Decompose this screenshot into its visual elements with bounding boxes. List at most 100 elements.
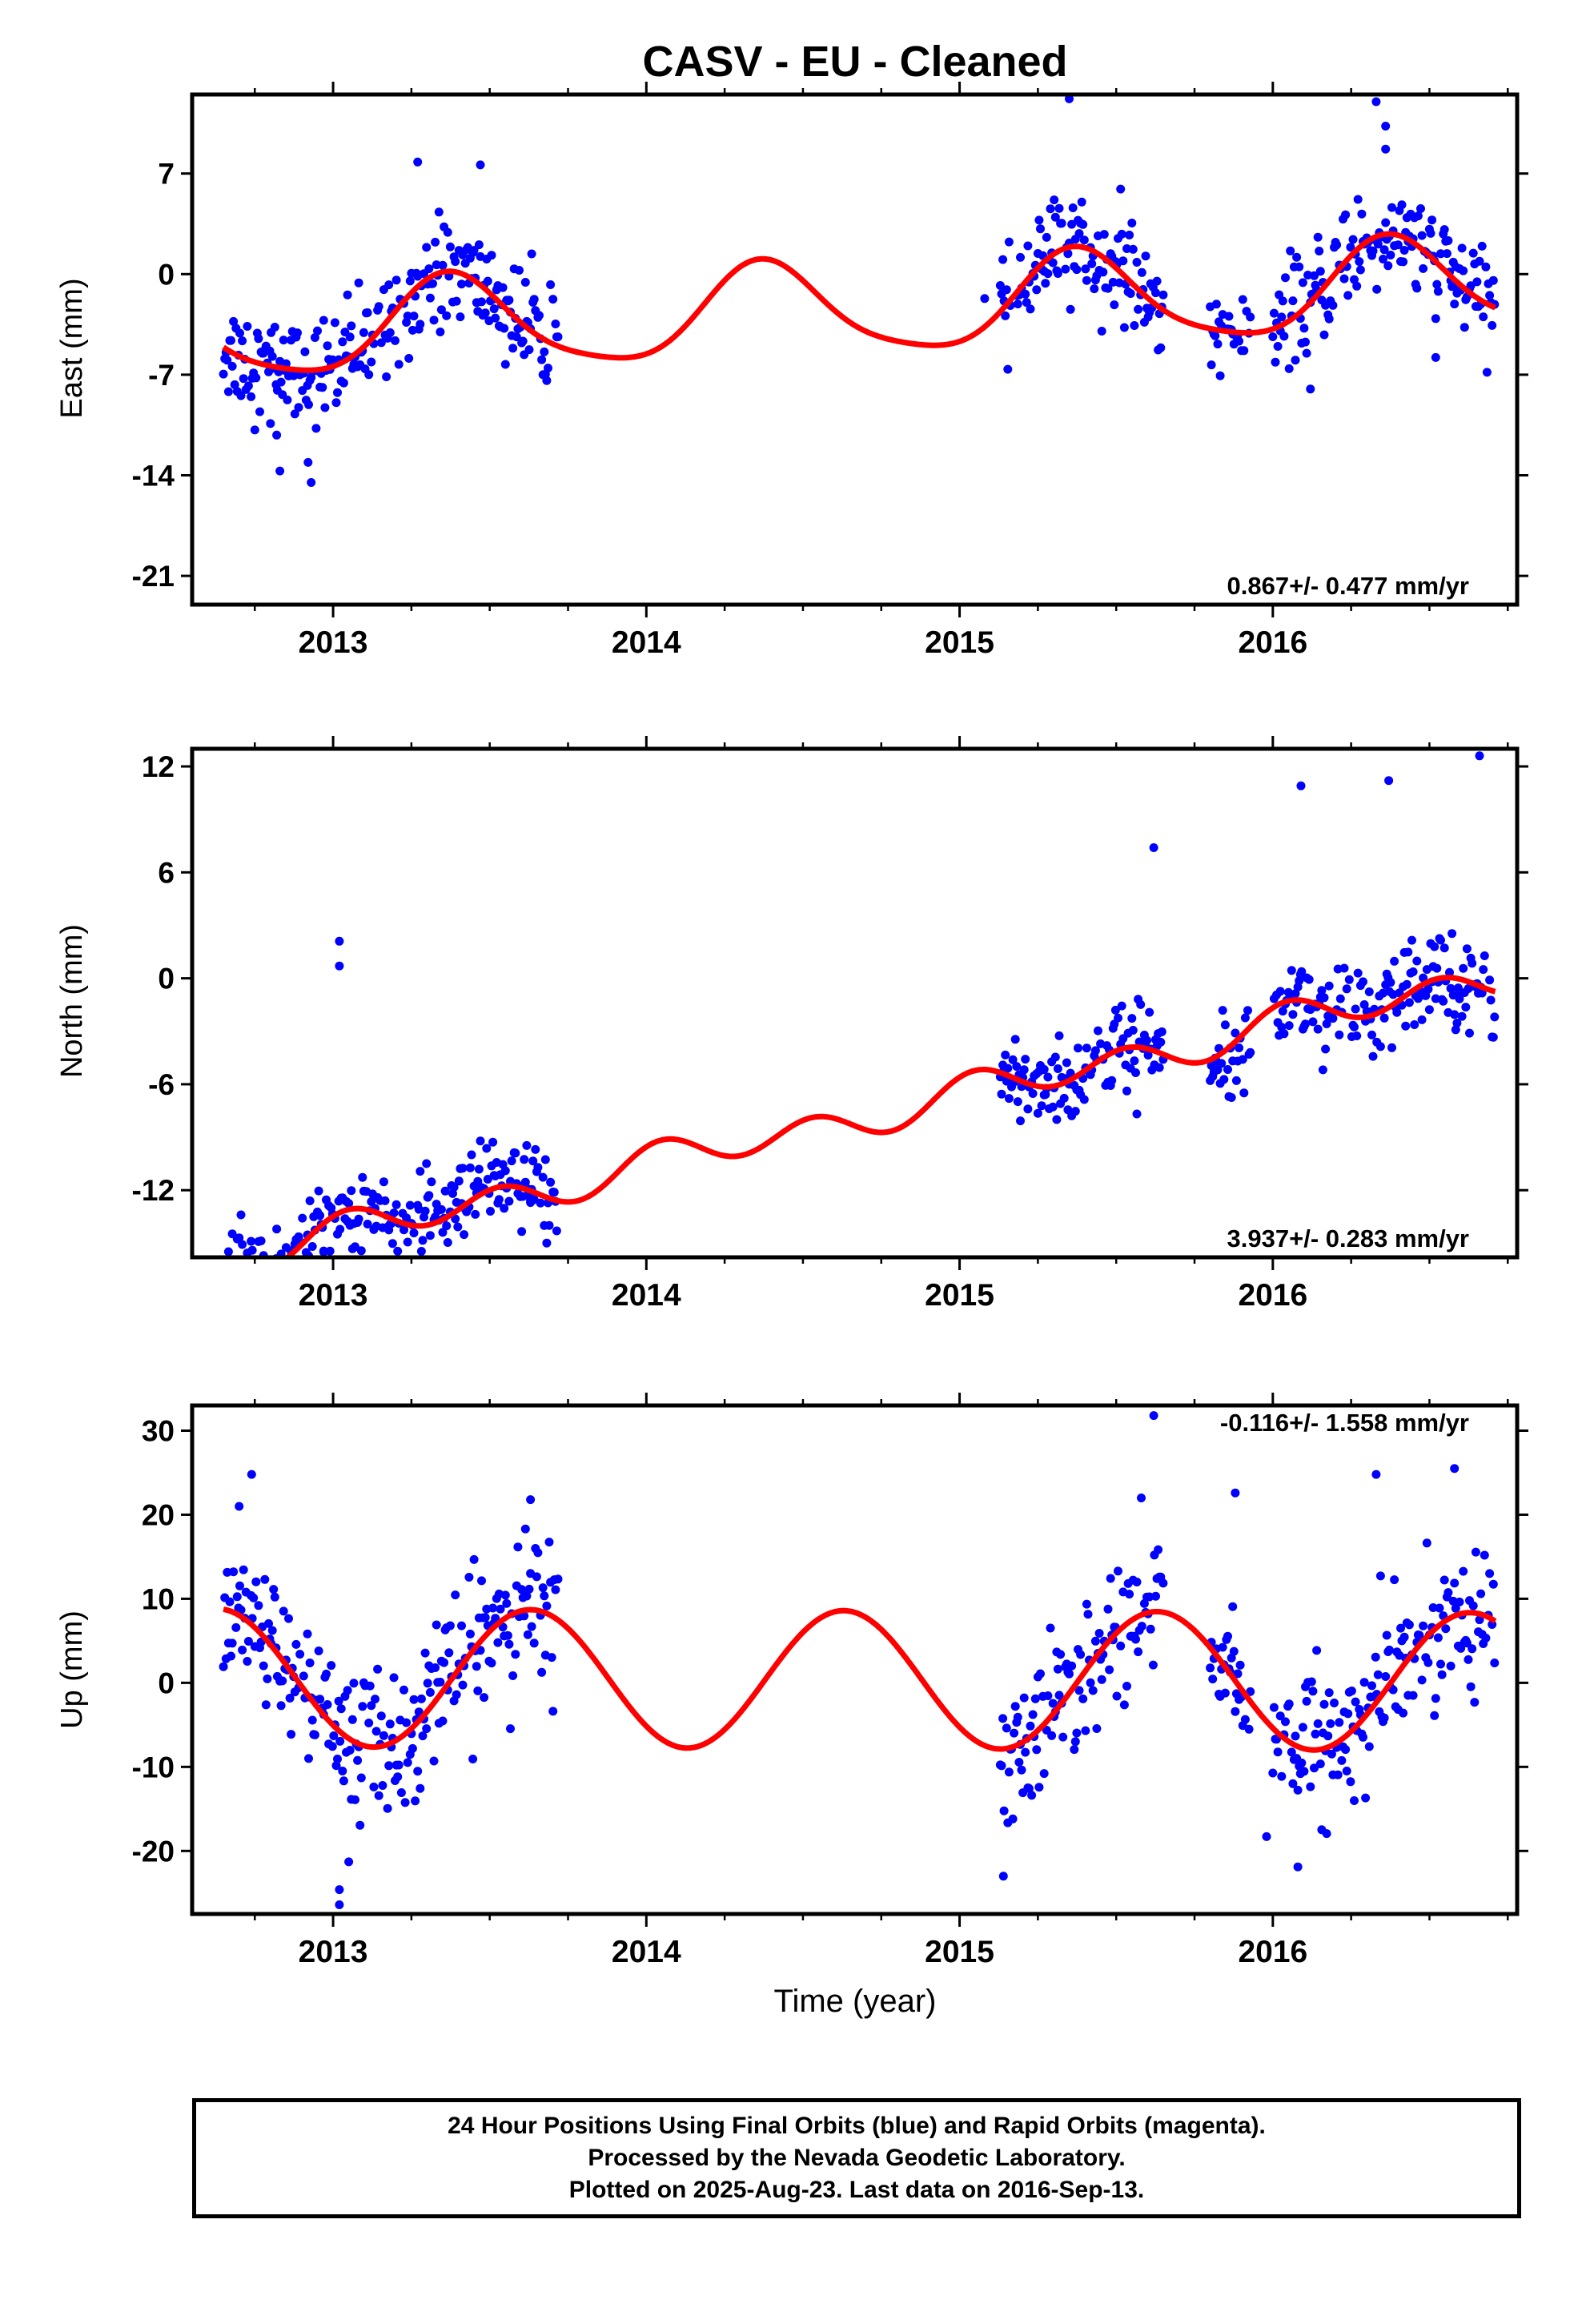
- north-data-point: [256, 1236, 266, 1245]
- up-data-point: [1381, 1672, 1391, 1681]
- east-data-point: [527, 249, 536, 259]
- up-data-point: [513, 1542, 523, 1552]
- north-data-point: [1157, 1027, 1166, 1036]
- up-data-point: [1032, 1745, 1042, 1755]
- north-data-point: [1131, 1068, 1140, 1077]
- up-outlier-point: [335, 1885, 344, 1895]
- north-data-point: [1412, 956, 1422, 966]
- north-data-point: [307, 1258, 315, 1267]
- east-data-point: [1284, 364, 1294, 373]
- up-data-point: [267, 1626, 277, 1635]
- north-data-point: [275, 1281, 284, 1290]
- north-data-point: [1439, 943, 1449, 953]
- east-data-point: [524, 345, 534, 355]
- up-data-point: [229, 1567, 239, 1577]
- up-ylabel: Up (mm): [55, 1610, 89, 1729]
- north-outlier-point: [1296, 781, 1306, 790]
- up-data-point: [445, 1621, 455, 1630]
- north-data-point: [1304, 975, 1314, 984]
- east-data-point: [1118, 256, 1128, 266]
- north-data-point: [1284, 1021, 1294, 1031]
- north-data-point: [486, 1207, 495, 1216]
- east-data-point: [1450, 300, 1460, 309]
- up-data-point: [270, 1592, 279, 1602]
- east-data-point: [1036, 224, 1045, 234]
- north-data-point: [1424, 1005, 1434, 1015]
- east-data-point: [452, 296, 461, 306]
- up-data-point: [1119, 1700, 1129, 1710]
- up-data-point: [279, 1606, 288, 1616]
- up-data-point: [422, 1724, 432, 1734]
- up-data-point: [225, 1597, 235, 1606]
- east-data-point: [535, 311, 544, 320]
- up-data-point: [413, 1767, 423, 1776]
- north-data-point: [1488, 1032, 1498, 1042]
- up-data-point: [1097, 1675, 1106, 1684]
- east-data-point: [1273, 342, 1283, 351]
- north-data-point: [1352, 1031, 1362, 1040]
- up-data-point: [1450, 1578, 1460, 1588]
- east-data-point: [1472, 277, 1482, 287]
- up-data-point: [389, 1673, 399, 1683]
- north-data-point: [1028, 1089, 1038, 1098]
- up-data-point: [1008, 1814, 1018, 1823]
- up-data-point: [1137, 1622, 1146, 1631]
- east-data-point: [1416, 204, 1425, 213]
- up-data-point: [1490, 1659, 1500, 1667]
- up-data-point: [1083, 1610, 1093, 1619]
- up-data-point: [1054, 1691, 1064, 1700]
- north-data-point: [1107, 1076, 1117, 1085]
- east-data-point: [339, 378, 348, 388]
- up-xtick-label: 2016: [1238, 1935, 1307, 1969]
- up-data-point: [1399, 1708, 1408, 1718]
- up-data-point: [1229, 1647, 1239, 1656]
- footer-line-3: Plotted on 2025-Aug-23. Last data on 201…: [568, 2177, 1145, 2203]
- up-data-point: [1326, 1719, 1335, 1728]
- up-data-point: [1074, 1686, 1084, 1695]
- north-data-point: [283, 1275, 291, 1284]
- east-data-point: [1022, 298, 1031, 308]
- up-data-point: [1030, 1694, 1040, 1703]
- north-data-point: [1238, 1055, 1247, 1064]
- up-data-point: [502, 1598, 512, 1608]
- up-data-point: [1322, 1829, 1331, 1839]
- up-data-point: [1384, 1645, 1394, 1655]
- east-data-point: [290, 409, 299, 419]
- east-data-point: [520, 278, 530, 287]
- up-data-point: [524, 1584, 534, 1594]
- up-data-point: [1048, 1699, 1058, 1708]
- up-data-point: [451, 1590, 460, 1600]
- up-outlier-point: [235, 1502, 244, 1511]
- east-data-point: [310, 333, 319, 342]
- east-data-point: [457, 279, 466, 289]
- up-outlier-point: [1231, 1488, 1240, 1498]
- up-data-point: [527, 1622, 536, 1631]
- north-data-point: [260, 1279, 269, 1288]
- up-data-point: [351, 1795, 359, 1804]
- east-data-point: [1447, 282, 1457, 292]
- north-data-point: [1012, 1062, 1022, 1072]
- east-data-point: [1442, 249, 1452, 259]
- up-outlier-point: [344, 1857, 354, 1867]
- up-data-point: [440, 1658, 449, 1667]
- up-data-point: [1337, 1755, 1347, 1765]
- east-data-point: [1475, 256, 1484, 266]
- up-data-point: [343, 1686, 352, 1695]
- east-data-point: [1211, 300, 1221, 309]
- north-data-point: [1062, 1058, 1071, 1068]
- north-data-point: [314, 1186, 323, 1196]
- east-data-point: [1067, 219, 1077, 229]
- north-data-point: [1368, 1051, 1378, 1061]
- east-data-point: [512, 332, 521, 342]
- east-outlier-point: [275, 466, 285, 476]
- up-data-point: [1287, 1747, 1296, 1757]
- up-data-point: [1103, 1604, 1113, 1614]
- east-rate-label: 0.867+/- 0.477 mm/yr: [1227, 572, 1469, 600]
- north-data-point: [1403, 947, 1413, 957]
- up-outlier-point: [1149, 1411, 1158, 1421]
- up-data-point: [231, 1622, 241, 1632]
- north-data-point: [1082, 1043, 1091, 1053]
- up-data-point: [1284, 1699, 1294, 1709]
- up-data-point: [1351, 1697, 1360, 1707]
- up-data-point: [1488, 1579, 1498, 1589]
